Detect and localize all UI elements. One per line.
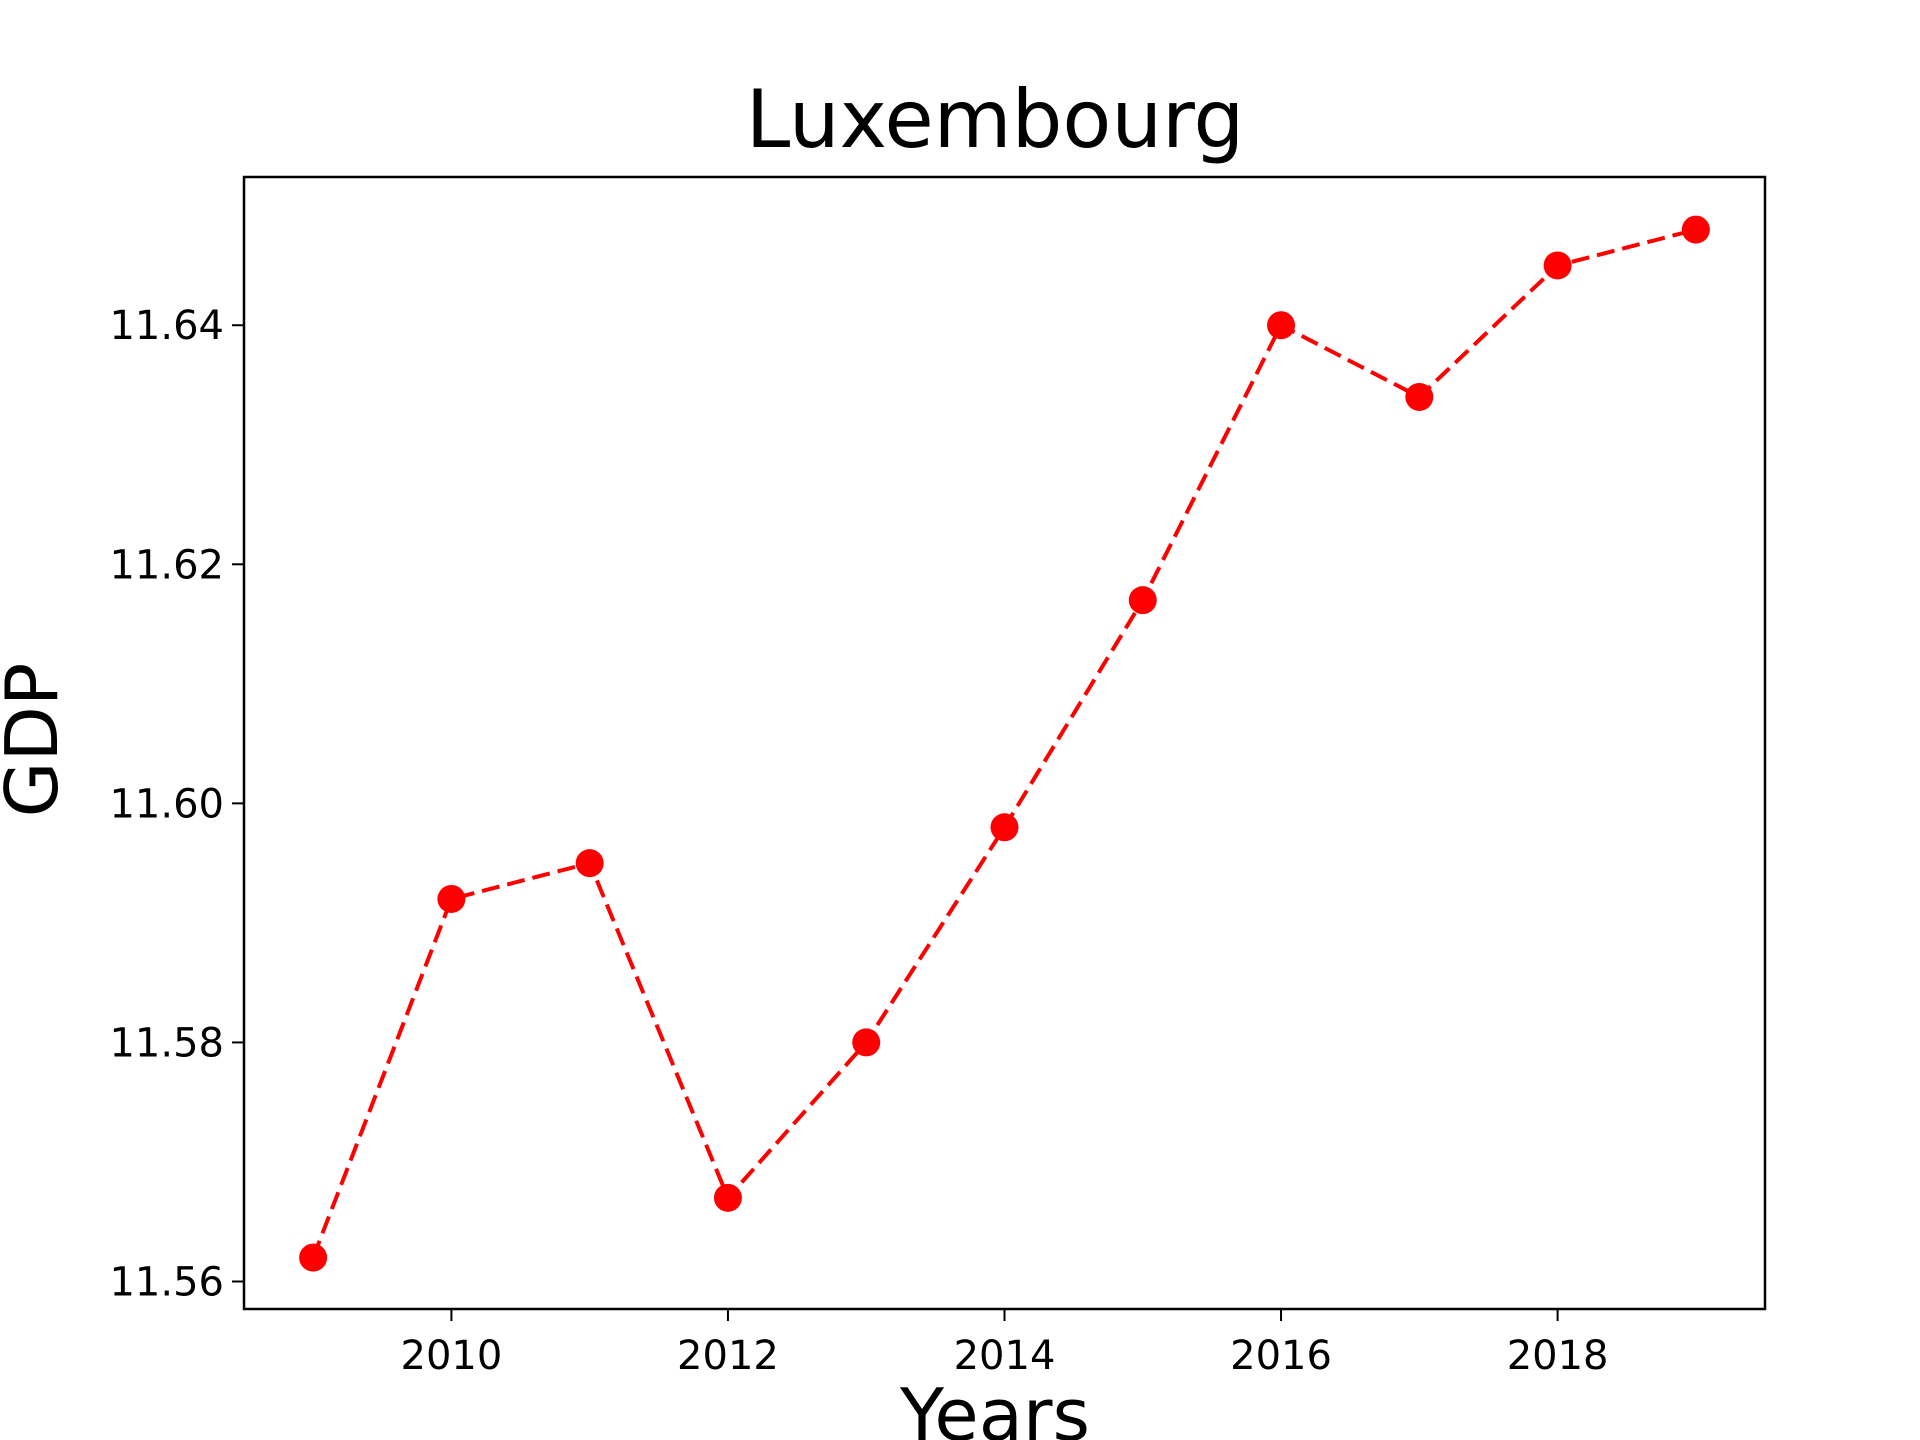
data-point: [1267, 311, 1296, 340]
y-tick-label: 11.62: [109, 542, 224, 588]
data-point: [852, 1028, 881, 1057]
x-tick-label: 2010: [401, 1333, 503, 1379]
x-tick-label: 2016: [1230, 1333, 1332, 1379]
x-tick-label: 2018: [1507, 1333, 1609, 1379]
y-tick-label: 11.58: [109, 1020, 224, 1066]
x-tick-label: 2014: [954, 1333, 1056, 1379]
data-point: [1681, 215, 1710, 244]
data-point: [1405, 382, 1434, 411]
y-tick-label: 11.60: [109, 781, 224, 827]
data-point: [1128, 586, 1157, 615]
data-point: [575, 849, 604, 878]
y-axis-label: GDP: [0, 663, 74, 818]
data-point: [990, 813, 1019, 842]
data-point: [437, 884, 466, 913]
data-point: [713, 1183, 742, 1212]
series-line: [311, 227, 1697, 1259]
plot-area: 2010 2012 2014 2016 2018 11.56 11.58 11.60 11.62…: [109, 175, 1767, 1379]
chart-title: Luxembourg: [746, 73, 1245, 166]
x-axis-label: Years: [899, 1373, 1090, 1440]
plot-frame: [242, 175, 1767, 1311]
data-point: [1543, 251, 1572, 280]
y-tick-label: 11.56: [109, 1260, 224, 1306]
data-point: [299, 1243, 328, 1272]
x-tick-label: 2012: [677, 1333, 779, 1379]
y-tick-label: 11.64: [109, 303, 224, 349]
